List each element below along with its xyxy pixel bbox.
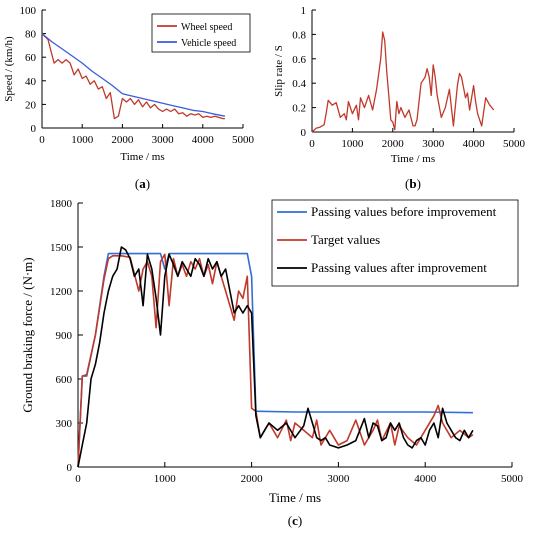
y-axis-label: Ground braking force / (N·m) (20, 257, 35, 412)
y-tick-label: 0.2 (292, 103, 306, 115)
panel-label-open: ( (405, 176, 409, 191)
y-tick-label: 0 (301, 127, 307, 139)
y-tick-label: 100 (20, 5, 37, 17)
series-line-3 (77, 246, 474, 468)
x-tick-label: 5000 (503, 138, 526, 150)
y-tick-label: 1 (301, 5, 307, 17)
y-tick-label: 1500 (50, 242, 73, 254)
x-tick-label: 0 (309, 138, 315, 150)
legend-label: Passing values after improvement (311, 260, 487, 275)
x-tick-label: 5000 (232, 134, 255, 146)
panel-label-letter: b (409, 176, 416, 191)
panel-label-close: ) (417, 176, 421, 191)
panel-label-open: ( (135, 176, 139, 191)
series-line-1 (41, 33, 225, 120)
y-tick-label: 1200 (50, 286, 73, 298)
x-tick-label: 1000 (154, 473, 177, 485)
chart-panel-b: 0 1000 2000 3000 4000 5000 0 0.2 0.4 0.6 0.8 1 Time … (273, 5, 526, 191)
x-tick-label: 5000 (501, 473, 524, 485)
series-line-2 (41, 33, 226, 117)
x-axis-label: Time / ms (391, 153, 435, 165)
x-tick-label: 3000 (152, 134, 175, 146)
y-tick-label: 1800 (50, 198, 73, 210)
panel-label-close: ) (298, 513, 302, 528)
x-tick-label: 1000 (71, 134, 94, 146)
series-line-2 (77, 253, 474, 468)
legend-label: Wheel speed (181, 22, 232, 33)
chart-panel-c: 0 1000 2000 3000 4000 5000 0 300 600 900 1200 1500 1… (20, 198, 524, 528)
x-tick-label: 2000 (241, 473, 264, 485)
x-axis-label: Time / ms (269, 490, 321, 505)
y-tick-label: 0.4 (292, 78, 306, 90)
legend-box (151, 13, 251, 53)
y-tick-label: 900 (56, 330, 73, 342)
x-tick-label: 4000 (463, 138, 486, 150)
x-tick-label: 0 (39, 134, 45, 146)
y-tick-label: 20 (25, 99, 37, 111)
panel-label: (c) (288, 513, 302, 528)
x-tick-label: 0 (75, 473, 81, 485)
x-tick-label: 3000 (327, 473, 350, 485)
x-tick-label: 2000 (382, 138, 405, 150)
y-tick-label: 0 (67, 462, 73, 474)
panel-label-open: ( (288, 513, 292, 528)
x-tick-label: 4000 (414, 473, 437, 485)
x-tick-label: 4000 (192, 134, 215, 146)
y-tick-label: 0.6 (292, 54, 306, 66)
y-tick-label: 600 (56, 374, 73, 386)
legend-label: Vehicle speed (181, 38, 236, 49)
y-tick-label: 0 (31, 123, 37, 135)
chart-panel-a: 0 1000 2000 3000 4000 5000 0 20 40 60 80 100 Time / … (3, 5, 255, 191)
y-tick-label: 80 (25, 29, 37, 41)
legend-label: Passing values before improvement (311, 204, 497, 219)
x-axis-label: Time / ms (120, 151, 164, 163)
legend-box (271, 199, 519, 287)
legend-label: Target values (311, 232, 380, 247)
y-tick-label: 60 (25, 52, 37, 64)
y-axis-label: Speed / (km/h) (3, 36, 15, 102)
x-tick-label: 1000 (341, 138, 364, 150)
panel-label-letter: c (292, 513, 298, 528)
panel-label-close: ) (146, 176, 150, 191)
x-tick-label: 2000 (111, 134, 134, 146)
panel-label: (b) (405, 176, 421, 191)
x-tick-label: 3000 (422, 138, 445, 150)
y-axis-label: Slip rate / S (273, 45, 285, 97)
y-tick-label: 0.8 (292, 29, 306, 41)
y-tick-label: 40 (25, 76, 37, 88)
series-line-1 (311, 31, 495, 133)
panel-label-letter: a (139, 176, 146, 191)
y-tick-label: 300 (56, 418, 73, 430)
panel-label: (a) (135, 176, 150, 191)
